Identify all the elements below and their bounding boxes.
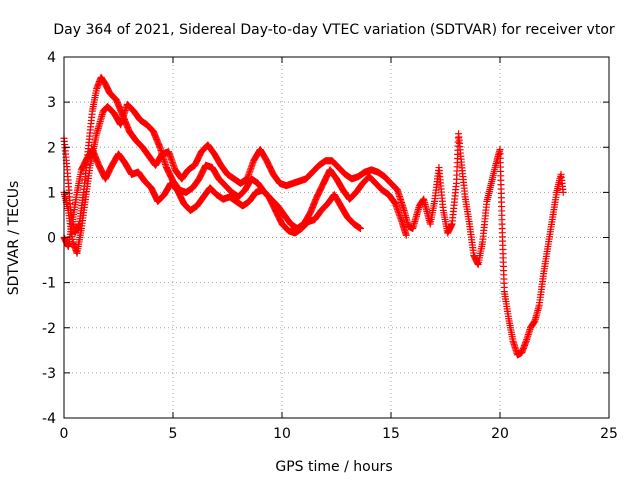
y-tick-label: -1 [42, 276, 56, 292]
y-tick-label: 1 [47, 185, 56, 201]
x-tick-label: 15 [382, 426, 400, 442]
y-axis-ticks: -4 -3 -2 -1 0 1 2 3 4 [42, 50, 609, 427]
y-tick-label: 2 [47, 140, 56, 156]
y-axis-label: SDTVAR / TECUs [6, 181, 22, 296]
x-tick-label: 10 [273, 426, 291, 442]
x-axis-label: GPS time / hours [275, 459, 392, 475]
chart-title: Day 364 of 2021, Sidereal Day-to-day VTE… [53, 22, 615, 38]
y-tick-label: 3 [47, 95, 56, 111]
y-tick-label: 4 [47, 50, 56, 66]
x-tick-label: 20 [491, 426, 509, 442]
y-tick-label: -2 [42, 321, 56, 337]
data-point-track-3 [356, 224, 364, 232]
x-axis-ticks: 0 5 10 15 20 25 [60, 57, 618, 442]
data-point-track-1 [559, 188, 567, 196]
grid-lines [64, 57, 609, 418]
x-tick-label: 25 [600, 426, 618, 442]
y-tick-label: 0 [47, 231, 56, 247]
y-tick-label: -4 [42, 411, 56, 427]
y-tick-label: -3 [42, 366, 56, 382]
data-marks [60, 73, 567, 359]
x-tick-label: 0 [60, 426, 69, 442]
data-point-track-2 [402, 231, 410, 239]
x-tick-label: 5 [169, 426, 178, 442]
